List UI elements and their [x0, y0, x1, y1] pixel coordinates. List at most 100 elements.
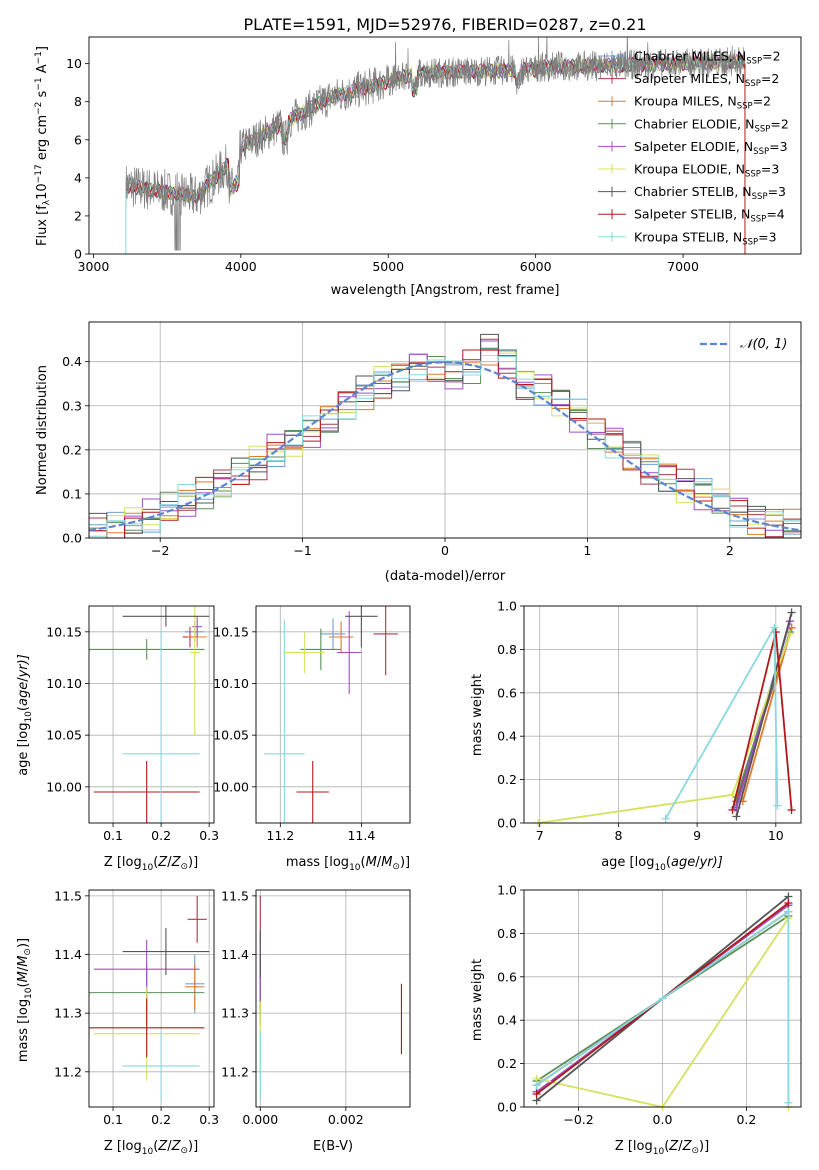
y-axis-label: Normed distribution	[35, 365, 50, 495]
y-tick-label: 11.5	[54, 888, 82, 903]
x-tick-label: 5000	[372, 259, 404, 274]
legend-label: Chabrier MILES, NSSP=2	[634, 49, 781, 67]
error-bars	[264, 606, 398, 823]
mass-weight-vs-metallicity-plot: −0.2 0.0 0.2 0.0 0.2 0.4 0.6 0.8 1.0 Z [log10(Z/Z…	[470, 883, 802, 1157]
legend-label: Salpeter ELODIE, NSSP=3	[634, 139, 788, 157]
y-tick-label: 11.2	[221, 1064, 249, 1079]
x-tick-label: 2	[726, 543, 734, 558]
y-tick-label: 0	[74, 247, 82, 262]
mass-vs-ebv-plot: 0.000 0.002 11.2 11.3 11.4 11.5 E(B-V)	[221, 888, 411, 1154]
residual-histogram-step	[89, 355, 801, 537]
x-tick-label: 0.2	[151, 828, 171, 843]
y-tick-label: 11.3	[221, 1006, 249, 1021]
y-tick-label: 10	[66, 56, 82, 71]
x-axis-label: wavelength [Angstrom, rest frame]	[331, 283, 560, 298]
figure-title: PLATE=1591, MJD=52976, FIBERID=0287, z=0…	[243, 15, 646, 34]
x-tick-label: 1	[583, 543, 591, 558]
residual-histogram-plot: −2 −1 0 1 2 0.0 0.1 0.2 0.3 0.4 𝒩(0, 1) (data-model…	[35, 321, 802, 584]
legend-label: 𝒩(0, 1)	[740, 337, 787, 352]
x-tick-label: 0.2	[736, 1112, 756, 1127]
y-tick-label: 11.4	[54, 947, 82, 962]
x-tick-label: 0.0	[653, 1112, 673, 1127]
y-tick-label: 10.00	[46, 779, 82, 794]
legend-label: Salpeter MILES, NSSP=2	[634, 71, 779, 89]
y-tick-label: 11.2	[54, 1064, 82, 1079]
legend-label: Kroupa STELIB, NSSP=3	[634, 229, 777, 247]
y-tick-label: 10.15	[213, 624, 249, 639]
x-tick-label: 3000	[78, 259, 110, 274]
x-tick-label: 4000	[225, 259, 257, 274]
error-bars	[89, 895, 210, 1102]
y-tick-label: 0.2	[62, 442, 82, 457]
histogram-lines	[89, 333, 801, 538]
x-tick-label: 0.3	[199, 1112, 219, 1127]
x-axis-label: Z [log10(Z/Z⊙)]	[104, 855, 198, 873]
age-vs-mass-plot: 11.2 11.4 10.00 10.05 10.10 10.15 mass [log10(…	[213, 605, 411, 873]
x-tick-label: 0.2	[151, 1112, 171, 1127]
y-tick-label: 11.3	[54, 1006, 82, 1021]
x-tick-label: 7	[536, 828, 544, 843]
y-tick-label: 11.4	[221, 947, 249, 962]
legend-label: Kroupa MILES, NSSP=2	[634, 94, 771, 112]
age-vs-metallicity-plot: 0.1 0.2 0.3 10.00 10.05 10.10 10.15 Z [log10(Z/…	[16, 605, 219, 873]
y-tick-label: 0.4	[497, 1013, 517, 1028]
x-tick-label: −0.2	[563, 1112, 593, 1127]
x-tick-label: 6000	[520, 259, 552, 274]
x-tick-label: −1	[293, 543, 311, 558]
y-tick-label: 0.0	[497, 1100, 517, 1115]
y-axis-label: Flux [fλ10−17 erg cm−2 s−1 A−1]	[34, 46, 52, 246]
mass-weight-vs-age-plot: 7 8 9 10 0.0 0.2 0.4 0.6 0.8 1.0 age [log10(age/yr…	[470, 599, 802, 873]
y-tick-label: 10.05	[213, 728, 249, 743]
x-tick-label: 0.000	[242, 1112, 278, 1127]
y-tick-label: 1.0	[497, 599, 517, 614]
y-axis-label: age [log10(age/yr)]	[16, 654, 34, 776]
plot-frame	[88, 889, 215, 1108]
data-spectrum-line	[125, 37, 746, 251]
y-tick-label: 2	[74, 208, 82, 223]
error-bars	[89, 606, 210, 823]
x-tick-label: 0.1	[103, 828, 123, 843]
plot-frame	[255, 889, 411, 1108]
x-tick-label: 0.002	[328, 1112, 364, 1127]
weight-line	[741, 627, 793, 802]
y-tick-label: 0.3	[62, 398, 82, 413]
x-tick-label: 11.4	[347, 828, 375, 843]
y-tick-label: 0.0	[497, 816, 517, 831]
error-bars	[259, 895, 402, 1102]
y-tick-label: 10.00	[213, 779, 249, 794]
y-tick-label: 0.6	[497, 685, 517, 700]
x-axis-label: Z [log10(Z/Z⊙)]	[104, 1139, 198, 1157]
weight-series	[532, 892, 793, 1111]
y-tick-label: 10.15	[46, 624, 82, 639]
legend-label: Chabrier ELODIE, NSSP=2	[634, 116, 789, 134]
x-tick-label: 10	[768, 828, 784, 843]
y-tick-label: 0.2	[497, 1056, 517, 1071]
y-axis-label: mass [log10(M/M⊙)]	[16, 938, 34, 1062]
y-tick-label: 1.0	[497, 883, 517, 898]
legend-label: Salpeter STELIB, NSSP=4	[634, 207, 785, 225]
y-tick-label: 0.0	[62, 531, 82, 546]
x-axis-label: (data-model)/error	[385, 569, 506, 584]
y-tick-label: 11.5	[221, 888, 249, 903]
weight-line	[536, 909, 790, 1103]
x-tick-label: 8	[614, 828, 622, 843]
spectrum-plot: 3000 4000 5000 6000 7000 0 2 4 6 8 10 Chabrier MILE…	[34, 36, 802, 298]
y-tick-label: 0.6	[497, 969, 517, 984]
y-tick-label: 0.8	[497, 642, 517, 657]
plot-frame	[88, 321, 802, 539]
plot-frame	[88, 605, 215, 824]
plot-frame	[523, 889, 802, 1108]
legend-label: Chabrier STELIB, NSSP=3	[634, 184, 786, 202]
weight-series	[534, 608, 796, 827]
y-tick-label: 0.2	[497, 772, 517, 787]
x-tick-label: 0	[441, 543, 449, 558]
x-axis-label: Z [log10(Z/Z⊙)]	[615, 1139, 709, 1157]
plot-frame	[88, 36, 802, 255]
y-axis-label: mass weight	[470, 959, 485, 1041]
x-tick-label: 0.1	[103, 1112, 123, 1127]
y-tick-label: 10.10	[213, 676, 249, 691]
y-tick-label: 10.10	[46, 676, 82, 691]
x-axis-label: E(B-V)	[313, 1139, 353, 1154]
plot-frame	[255, 605, 411, 824]
